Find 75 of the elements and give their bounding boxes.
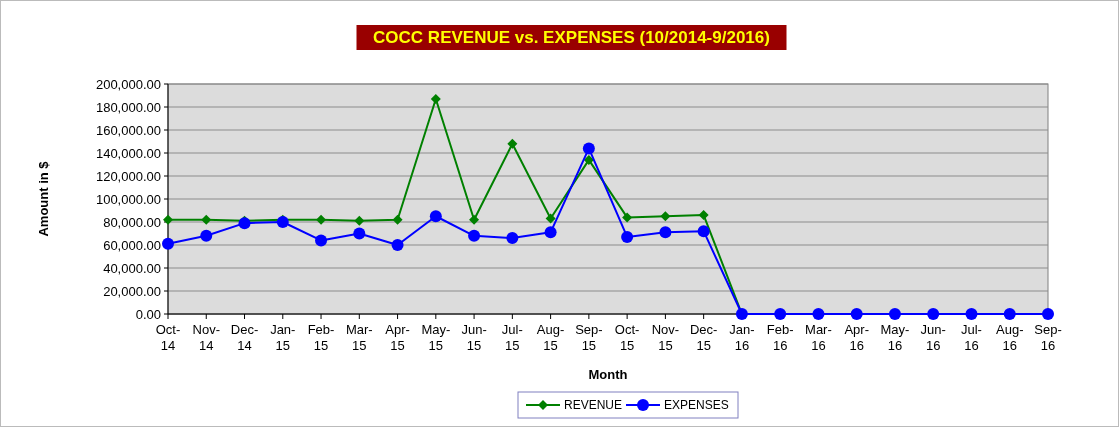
point [545,213,556,224]
x-tick-label: Sep-16 [1034,322,1062,353]
point [392,214,403,225]
point [469,214,480,225]
point [316,214,327,225]
x-tick-label: Aug-16 [996,322,1024,353]
point [698,210,709,221]
legend-label: EXPENSES [664,398,729,412]
y-tick-label: 0.00 [135,306,161,322]
chart-title: COCC REVENUE vs. EXPENSES (10/2014-9/2016) [373,28,770,47]
x-tick-label: Sep-15 [575,322,603,353]
point [507,138,518,149]
legend-label: REVENUE [564,398,623,412]
x-tick-label: May-16 [880,322,910,353]
point [354,215,365,226]
y-tick-label: 60,000.00 [103,237,161,253]
point [1042,308,1054,320]
point [430,93,441,104]
y-tick-label: 100,000.00 [95,191,161,207]
x-tick-label: Apr-16 [844,322,869,353]
x-tick-label: May-15 [421,322,451,353]
point [888,308,901,320]
point [621,230,634,243]
y-tick-label: 20,000.00 [103,283,161,299]
y-tick-label: 200,000.00 [95,76,161,92]
x-tick-label: Jun-16 [920,322,946,353]
point [660,211,671,222]
point [774,308,787,320]
point [582,142,595,155]
point [506,232,519,245]
x-tick-label: Nov-14 [192,322,220,353]
point [927,308,940,320]
x-tick-label: Mar-16 [805,322,832,353]
point [1003,308,1016,320]
x-tick-label: Aug-15 [536,322,565,353]
x-tick-label: Feb-16 [766,322,794,353]
x-tick-label: Dec-15 [689,322,718,353]
x-tick-label: Jul-15 [501,322,523,353]
y-tick-label: 80,000.00 [103,214,161,230]
point [315,234,328,247]
x-tick-label: Jul-16 [961,322,982,353]
point [163,214,173,225]
point [238,217,251,230]
y-tick-label: 120,000.00 [95,168,161,184]
point [965,308,978,320]
point [850,308,863,320]
y-tick-label: 140,000.00 [95,145,161,161]
point [468,229,481,242]
point [544,226,557,239]
point [429,210,442,223]
point [391,239,404,251]
point [659,226,672,239]
x-tick-label: Feb-15 [307,322,335,353]
x-tick-label: Dec-14 [230,322,259,353]
point [812,308,825,320]
x-tick-label: Oct-14 [155,322,181,353]
x-tick-label: Jan-16 [729,322,755,353]
x-axis-title: Month [588,367,628,382]
y-tick-label: 180,000.00 [95,99,161,115]
x-tick-label: Mar-15 [345,322,373,353]
point [353,227,366,240]
x-tick-label: Jan-15 [270,322,296,353]
point [697,225,710,238]
x-tick-label: Nov-15 [651,322,680,353]
point [162,237,174,250]
y-tick-label: 40,000.00 [103,260,161,276]
x-tick-label: Jun-15 [461,322,487,353]
point [583,154,594,165]
point [622,212,633,223]
point [201,214,212,225]
x-tick-label: Apr-15 [385,322,410,353]
x-tick-label: Oct-15 [614,322,640,353]
y-axis-title: Amount in $ [36,160,51,237]
y-tick-label: 160,000.00 [95,122,161,138]
point [200,229,213,242]
